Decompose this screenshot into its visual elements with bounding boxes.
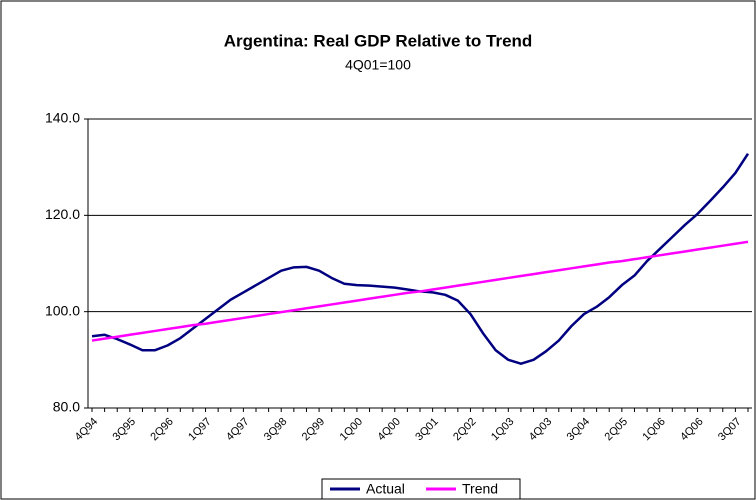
y-tick-label: 140.0 <box>45 110 80 126</box>
data-line <box>91 240 749 342</box>
legend-label: Trend <box>462 481 498 497</box>
y-tick-label: 120.0 <box>45 206 80 222</box>
y-tick-label: 80.0 <box>53 399 80 415</box>
legend-label: Actual <box>366 481 405 497</box>
chart-subtitle: 4Q01=100 <box>345 57 411 73</box>
legend-box <box>321 478 521 500</box>
chart-title: Argentina: Real GDP Relative to Trend <box>224 31 533 50</box>
y-tick-label: 100.0 <box>45 302 80 318</box>
